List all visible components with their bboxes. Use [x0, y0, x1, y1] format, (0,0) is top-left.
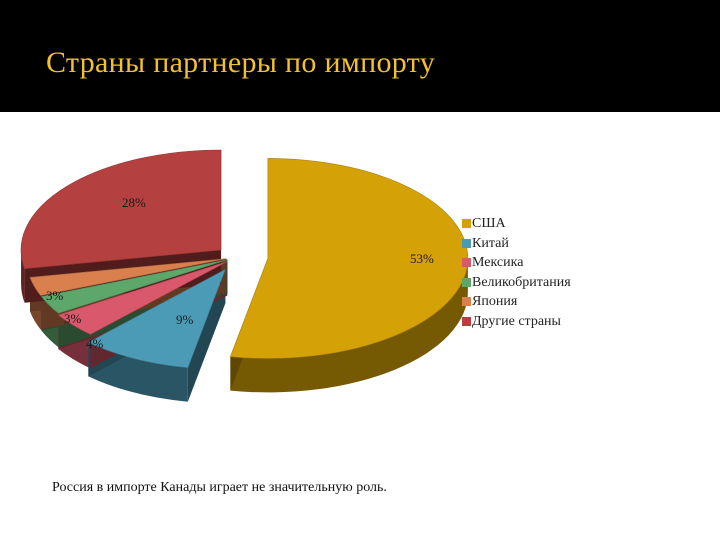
legend-swatch	[462, 258, 471, 268]
data-label-0: 53%	[410, 251, 434, 266]
legend-item: Великобритания	[462, 273, 571, 293]
data-label-5: 28%	[122, 195, 146, 210]
legend-swatch	[462, 277, 471, 287]
legend-label: Другие страны	[472, 313, 561, 329]
chart-legend: США Китай Мексика Великобритания Япония Други…	[462, 214, 571, 332]
pie-slice-1	[87, 268, 226, 369]
pie-slice-3	[40, 259, 228, 314]
data-label-4: 3%	[64, 311, 82, 326]
pie-slice-side-5	[21, 249, 25, 303]
legend-label: США	[472, 216, 506, 231]
legend-label: Мексика	[472, 255, 524, 271]
data-label-3: 3%	[46, 288, 64, 303]
legend-swatch	[462, 316, 471, 326]
legend-label: Япония	[472, 294, 518, 310]
data-label-1: 9%	[176, 312, 194, 327]
slide-title: Страны партнеры по импорту	[46, 46, 435, 79]
data-label-2: 4%	[86, 336, 104, 351]
legend-label: Китай	[472, 235, 509, 251]
legend-label: Великобритания	[472, 274, 571, 290]
legend-item: Мексика	[462, 253, 571, 273]
pie-labels: 53% 9% 4% 3%3% 28%	[46, 195, 434, 351]
pie-slice-side-0	[230, 258, 468, 393]
pie-tops	[20, 149, 469, 369]
legend-item: США	[462, 214, 571, 234]
pie-slice-0	[229, 158, 469, 359]
pie-chart: 53% 9% 4% 3%3% 28%	[20, 149, 469, 402]
legend-item: Другие страны	[462, 312, 571, 332]
pie-slice-5	[20, 149, 222, 270]
legend-item: Япония	[462, 292, 571, 312]
pie-slice-2	[57, 261, 228, 335]
title-band	[0, 0, 720, 112]
footnote: Россия в импорте Канады играет не значит…	[52, 480, 387, 495]
legend-swatch	[462, 238, 471, 248]
legend-swatch	[462, 219, 471, 228]
legend-swatch	[462, 297, 471, 307]
pie-slice-4	[29, 258, 227, 296]
legend-item: Китай	[462, 234, 571, 254]
